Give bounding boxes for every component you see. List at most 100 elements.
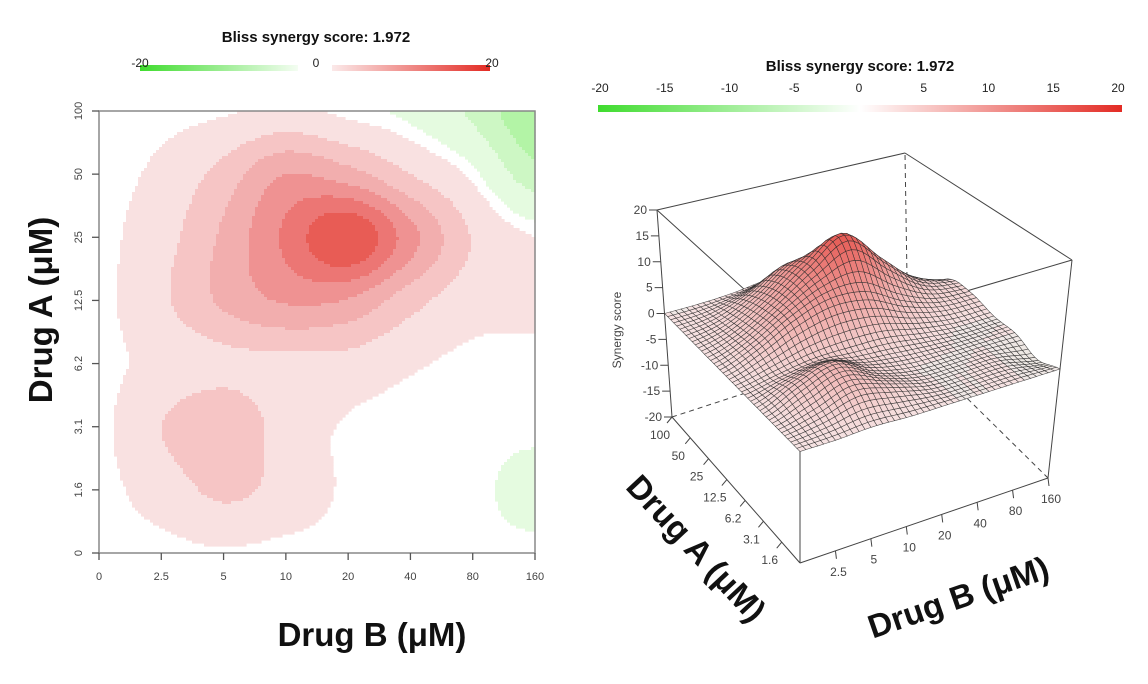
- contour-cell: [120, 246, 178, 250]
- colorbar-tick-label: -10: [721, 81, 739, 95]
- contour-cell: [189, 204, 229, 208]
- contour-cell: [123, 339, 214, 343]
- drug-a-tick: [684, 437, 691, 445]
- contour-cell: [498, 474, 536, 478]
- contour-cell: [387, 159, 448, 163]
- contour-cell: [192, 195, 232, 199]
- contour-cell: [189, 477, 262, 481]
- colorbar-tick-label: -15: [656, 81, 674, 95]
- contour-cell: [438, 219, 466, 223]
- contour-cell: [216, 237, 250, 241]
- contour-cell: [486, 138, 517, 142]
- contour-cell: [177, 243, 217, 247]
- contour-cell: [174, 264, 211, 268]
- contour-cell: [393, 222, 415, 226]
- drug-a-tick: [666, 416, 673, 424]
- contour-cell: [249, 246, 280, 250]
- contour-cell: [159, 525, 310, 529]
- contour-cell: [264, 156, 325, 160]
- contour-cell: [264, 435, 331, 439]
- contour-cell: [183, 228, 220, 232]
- contour-cell: [252, 225, 283, 229]
- contour-cell: [417, 249, 442, 253]
- contour-cell: [312, 279, 352, 283]
- contour-cell: [375, 228, 397, 232]
- contour-cell: [117, 282, 172, 286]
- contour-cell: [249, 255, 283, 259]
- z-tick-label: 10: [637, 255, 651, 269]
- contour-cell: [123, 483, 196, 487]
- contour-cell: [171, 279, 211, 283]
- contour-cell: [114, 435, 163, 439]
- contour-cell: [405, 192, 442, 196]
- contour-cell: [219, 228, 250, 232]
- drug-a-tick: [739, 500, 746, 507]
- contour-cell: [177, 315, 235, 319]
- contour-cell: [372, 252, 394, 256]
- contour-cell: [477, 126, 508, 130]
- contour-cell: [450, 198, 487, 202]
- contour-cell: [171, 276, 211, 280]
- contour-cell: [381, 156, 442, 160]
- y-tick-label: 50: [73, 168, 85, 180]
- contour-cell: [372, 309, 421, 313]
- contour-cell: [123, 222, 184, 226]
- contour-cell: [264, 450, 331, 454]
- contour-cell: [210, 279, 253, 283]
- contour-cell: [423, 180, 472, 184]
- contour-cell: [348, 297, 391, 301]
- contour-cell: [330, 264, 352, 268]
- colorbar-tick-label: 15: [1047, 81, 1061, 95]
- contour-cell: [255, 213, 286, 217]
- contour-cell: [504, 462, 536, 466]
- contour-cell: [162, 429, 265, 433]
- contour-cell: [480, 174, 514, 178]
- contour-cell: [258, 408, 352, 412]
- contour-cell: [396, 204, 424, 208]
- contour-cell: [129, 495, 208, 499]
- contour-cell: [348, 348, 454, 352]
- contour-cell: [309, 246, 376, 250]
- contour-cell: [249, 252, 283, 256]
- contour-cell: [471, 120, 505, 124]
- contour-cell: [516, 525, 536, 529]
- drug-a-tick-label: 3.1: [743, 532, 760, 546]
- contour-cell: [282, 255, 316, 259]
- contour-cell: [114, 453, 172, 457]
- contour-cell: [411, 123, 475, 127]
- contour-cell: [237, 186, 268, 190]
- contour-cell: [117, 456, 175, 460]
- surface-title: Bliss synergy score: 1.972: [766, 58, 954, 75]
- contour-cell: [441, 291, 536, 295]
- contour-cell: [465, 222, 511, 226]
- drug-b-tick: [976, 502, 979, 511]
- contour-cell: [234, 189, 265, 193]
- contour-cell: [117, 306, 175, 310]
- contour-cell: [321, 303, 382, 307]
- contour-cell: [447, 144, 490, 148]
- contour-cell: [165, 414, 262, 418]
- drug-a-tick-label: 100: [650, 428, 670, 442]
- contour-cell: [426, 207, 457, 211]
- contour-cell: [171, 291, 211, 295]
- contour-cell: [255, 489, 334, 493]
- contour-cell: [120, 261, 175, 265]
- contour-cell: [249, 264, 289, 268]
- contour-cell: [132, 501, 223, 505]
- contour-cell: [432, 135, 484, 139]
- contour-cell: [117, 393, 193, 397]
- contour-cell: [117, 462, 178, 466]
- contour-cell: [213, 252, 250, 256]
- contour-cell: [489, 144, 520, 148]
- contour-cell: [216, 162, 256, 166]
- contour-cell: [210, 264, 250, 268]
- contour-cell: [162, 420, 265, 424]
- contour-cell: [510, 129, 536, 133]
- contour-cell: [249, 228, 280, 232]
- contour-cell: [264, 417, 343, 421]
- contour-cell: [213, 258, 250, 262]
- colorbar-tick-label: 5: [920, 81, 927, 95]
- contour-cell: [204, 174, 244, 178]
- contour-cell: [444, 237, 472, 241]
- contour-cell: [528, 153, 536, 157]
